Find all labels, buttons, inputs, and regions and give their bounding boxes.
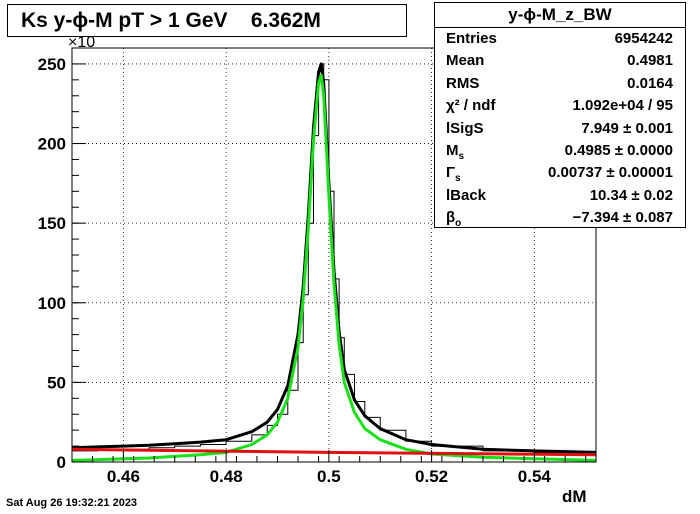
x-axis-title: dM (562, 487, 587, 506)
stats-label: Entries (446, 30, 497, 47)
y-tick-label: 200 (38, 135, 66, 154)
fit-signal-curve (71, 73, 597, 462)
stats-value: 6954242 (614, 30, 673, 47)
axes: 0.46 0.48 0.5 0.52 0.54 0 50 100 150 200 250 (38, 47, 597, 486)
x-tick-label: 0.5 (317, 467, 341, 486)
stats-value: 0.4981 (627, 52, 673, 70)
y-tick-label: 100 (38, 294, 66, 313)
stats-row: lSigS 7.949 ± 0.001 (435, 118, 685, 140)
stats-value: 0.0164 (627, 74, 673, 92)
x-tick-label: 0.48 (210, 467, 243, 486)
stats-label: Γs (446, 164, 461, 185)
stats-value: −7.394 ± 0.087 (572, 209, 673, 227)
stats-title: y-ϕ-M_z_BW (435, 3, 685, 28)
stats-label: βo (446, 209, 462, 230)
stats-value: 10.34 ± 0.02 (589, 186, 673, 204)
stats-value: 0.4985 ± 0.0000 (564, 141, 673, 159)
y-tick-label: 150 (38, 214, 66, 233)
stats-value: 1.092e+04 / 95 (572, 97, 673, 115)
stats-label: Ms (446, 141, 465, 162)
stats-row: Entries 6954242 (435, 28, 685, 50)
y-tick-label: 250 (38, 55, 66, 74)
x-tick-label: 0.52 (415, 467, 448, 486)
stats-label: lSigS (446, 119, 484, 137)
stats-label: Mean (446, 52, 485, 70)
x-tick-label: 0.54 (518, 467, 552, 486)
stats-label: lBack (446, 186, 487, 204)
x-tick-label: 0.46 (107, 467, 140, 486)
stats-row: Mean 0.4981 (435, 50, 685, 72)
y-tick-label: 50 (47, 373, 66, 392)
stats-label: χ² / ndf (446, 97, 496, 115)
histogram (72, 63, 597, 454)
stats-value: 0.00737 ± 0.00001 (547, 164, 673, 182)
y-exponent-label: ×10 (68, 34, 96, 51)
stats-row: RMS 0.0164 (435, 73, 685, 95)
plot-title: Ks y-ϕ-M pT > 1 GeV 6.362M (7, 4, 407, 37)
y-tick-label: 0 (57, 453, 66, 472)
stats-row: βo −7.394 ± 0.087 (435, 207, 685, 229)
footer-date: Sat Aug 26 19:32:21 2023 (6, 497, 138, 509)
stats-row: Γs 0.00737 ± 0.00001 (435, 162, 685, 184)
stats-rows: Entries 6954242 Mean 0.4981 RMS 0.0164 χ² / nd… (435, 28, 685, 230)
stats-box: y-ϕ-M_z_BW Entries 6954242 Mean 0.4981 RMS 0.… (434, 2, 686, 230)
stats-row: Ms 0.4985 ± 0.0000 (435, 140, 685, 162)
stats-value: 7.949 ± 0.001 (581, 119, 673, 137)
histogram-steps (72, 63, 597, 454)
stats-row: lBack 10.34 ± 0.02 (435, 185, 685, 207)
stats-row: χ² / ndf 1.092e+04 / 95 (435, 95, 685, 117)
stats-label: RMS (446, 74, 480, 92)
